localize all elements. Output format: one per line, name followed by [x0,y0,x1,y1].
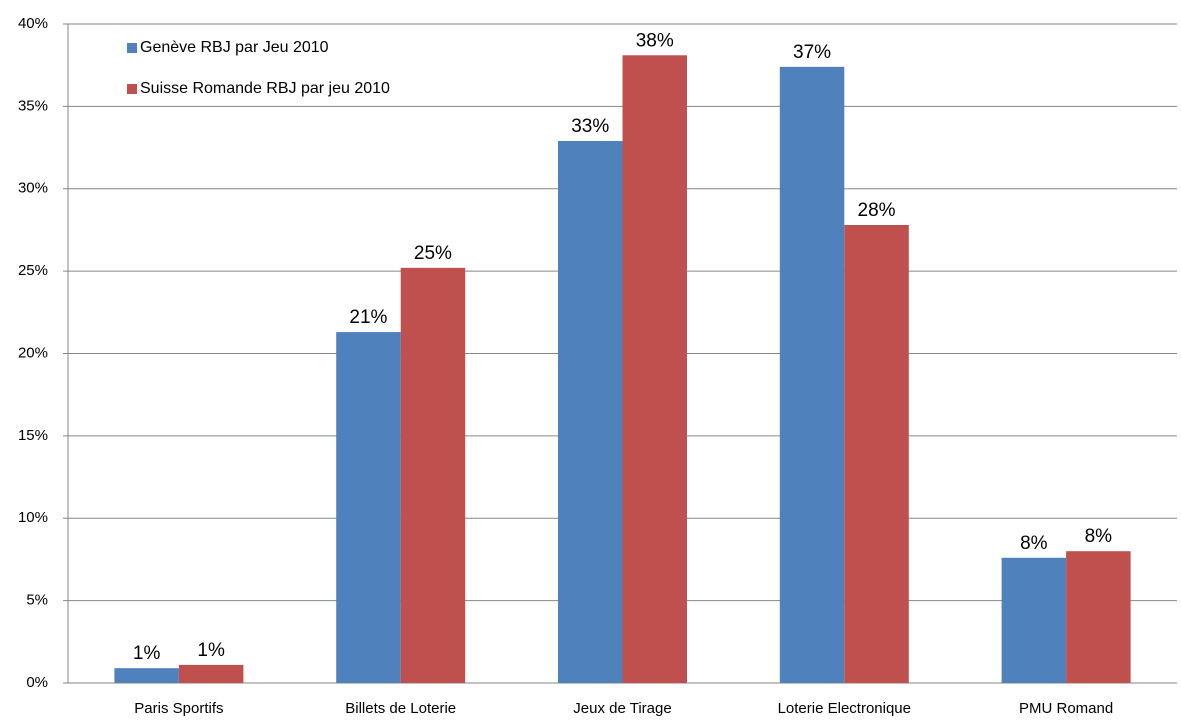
bar [558,140,623,683]
legend-label: Genève RBJ par Jeu 2010 [140,39,329,56]
x-tick-label: PMU Romand [1019,700,1113,717]
data-label: 8% [1020,533,1048,554]
data-label: 8% [1085,526,1113,547]
y-tick-label: 30% [18,180,48,197]
bar [178,664,244,683]
y-tick-label: 10% [18,509,48,526]
data-label: 28% [858,200,896,221]
data-label: 21% [349,307,387,328]
data-label: 25% [414,243,452,264]
x-tick-label: Loterie Electronique [778,700,911,717]
bar [1001,557,1067,683]
data-label: 1% [133,643,161,664]
data-label: 33% [571,116,609,137]
bar [336,332,401,683]
data-label: 1% [197,640,225,661]
bar [622,55,687,684]
x-tick-label: Jeux de Tirage [573,700,671,717]
data-label: 37% [793,42,831,63]
data-label: 38% [636,30,674,51]
x-tick-label: Billets de Loterie [345,700,456,717]
legend-label: Suisse Romande RBJ par jeu 2010 [140,80,390,97]
y-tick-label: 0% [26,674,48,691]
bar [779,66,845,683]
y-tick-label: 25% [18,262,48,279]
bar [114,668,179,683]
y-tick-label: 20% [18,344,48,361]
legend-swatch [127,43,137,53]
x-tick-label: Paris Sportifs [134,700,223,717]
y-tick-label: 35% [18,97,48,114]
bar [844,224,909,683]
y-tick-label: 40% [18,15,48,32]
legend-swatch [127,84,137,94]
bar [1066,551,1131,683]
bar [400,267,466,683]
y-tick-label: 5% [26,592,48,609]
y-tick-label: 15% [18,427,48,444]
